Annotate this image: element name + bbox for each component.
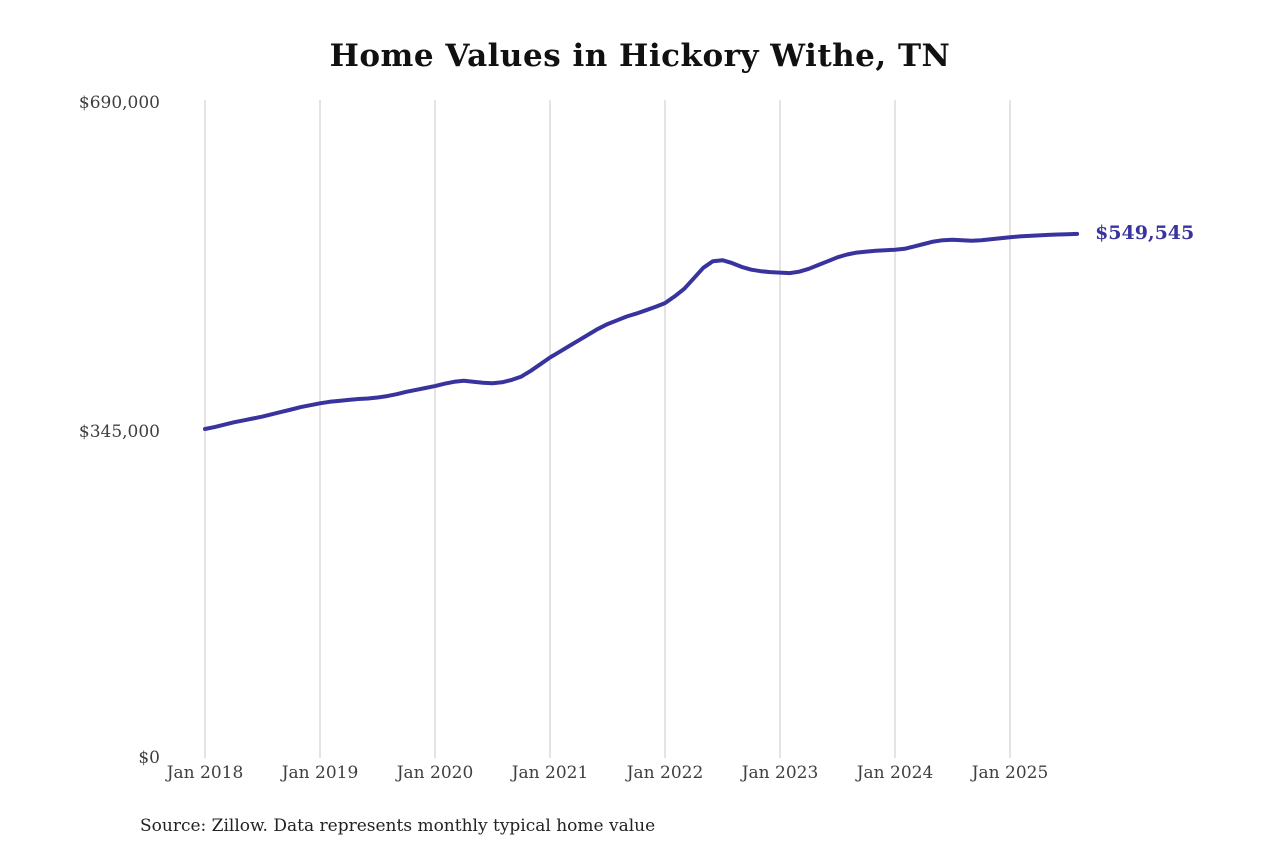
x-axis-tick-label-jan-2020: Jan 2020 [396,763,474,783]
chart-title: Home Values in Hickory Withe, TN [329,38,951,74]
y-axis-tick-label-345000: $345,000 [78,422,160,442]
x-axis-tick-label-jan-2024: Jan 2024 [856,763,934,783]
source-note: Source: Zillow. Data represents monthly … [140,816,656,836]
y-axis-tick-label-690000: $690,000 [78,93,160,113]
x-axis-tick-label-jan-2021: Jan 2021 [511,763,589,783]
x-axis-tick-label-jan-2022: Jan 2022 [626,763,704,783]
x-axis-tick-label-jan-2025: Jan 2025 [971,763,1049,783]
y-axis-tick-label-0: $0 [138,748,160,768]
home-value-series-line [203,231,1080,431]
x-axis-tick-label-jan-2018: Jan 2018 [166,763,244,783]
end-value-label: $549,545 [1095,221,1195,244]
x-axis-tick-label-jan-2019: Jan 2019 [281,763,359,783]
x-axis-tick-label-jan-2023: Jan 2023 [741,763,819,783]
